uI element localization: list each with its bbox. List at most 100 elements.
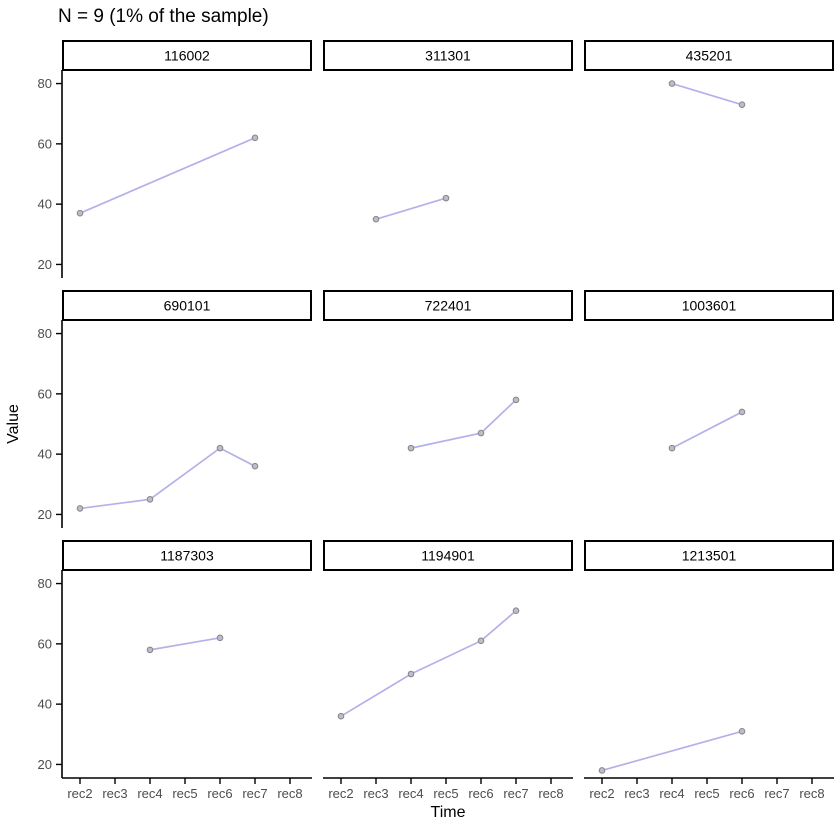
data-point: [76, 505, 84, 512]
x-tick-label: rec4: [398, 786, 423, 801]
y-tick-label: 80: [38, 576, 52, 591]
data-point: [598, 767, 606, 774]
data-point: [512, 607, 520, 614]
y-tick-label: 20: [38, 257, 52, 272]
x-tick-label: rec6: [207, 786, 232, 801]
data-point: [337, 712, 345, 720]
facet-panel-435201: 435201: [584, 40, 834, 108]
x-tick-label: rec4: [659, 786, 684, 801]
x-tick-label: rec8: [277, 786, 302, 801]
facet-strip-label: 722401: [425, 298, 472, 314]
facet-panel-722401: 722401: [323, 290, 573, 452]
data-point: [251, 462, 259, 470]
facet-panel-690101: 690101: [62, 290, 312, 512]
data-point: [668, 444, 676, 452]
facet-strip-label: 1213501: [682, 548, 737, 564]
facet-strip-label: 116002: [164, 48, 210, 64]
series-line: [149, 636, 221, 651]
x-tick-label: rec3: [363, 786, 388, 801]
data-point: [407, 444, 415, 452]
y-axis-row-1: 20 40 60 80: [38, 320, 63, 528]
facet-strip: [62, 540, 312, 571]
data-point: [738, 101, 746, 108]
series-line: [340, 610, 517, 717]
x-tick-label: rec8: [799, 786, 824, 801]
series-line: [410, 399, 517, 449]
data-point: [512, 396, 520, 404]
x-tick-label: rec3: [102, 786, 127, 801]
x-tick-label: rec5: [172, 786, 197, 801]
facet-strip: [323, 40, 573, 71]
y-tick-label: 60: [38, 386, 52, 401]
series-line: [671, 82, 743, 106]
data-point: [146, 646, 154, 654]
data-point: [477, 429, 485, 437]
x-tick-label: rec2: [589, 786, 614, 801]
facet-strip: [62, 290, 312, 321]
series-line: [375, 197, 447, 221]
y-tick-label: 60: [38, 136, 52, 151]
facet-strip: [584, 290, 834, 321]
facet-panel-1003601: 1003601: [584, 290, 834, 452]
data-point: [251, 134, 259, 142]
x-tick-label: rec7: [764, 786, 789, 801]
data-point: [477, 637, 485, 645]
y-tick-label: 80: [38, 326, 52, 341]
x-tick-label: rec7: [242, 786, 267, 801]
y-tick-label: 60: [38, 636, 52, 651]
y-axis-row-0: 20 40 60 80: [38, 70, 63, 278]
facet-strip-label: 690101: [164, 298, 211, 314]
facet-panel-116002: 116002: [62, 40, 312, 217]
facet-strip: [323, 540, 573, 571]
y-axis-title: Value: [5, 404, 22, 444]
x-tick-label: rec3: [624, 786, 649, 801]
facet-panel-1194901: 1194901 rec2 rec3 rec4 rec5 rec6 rec7 rec8: [323, 540, 573, 801]
x-tick-label: rec8: [538, 786, 563, 801]
facet-strip: [584, 540, 834, 571]
data-point: [76, 209, 84, 217]
y-axis-row-2: 20 40 60 80: [38, 570, 63, 778]
data-point: [372, 215, 380, 223]
y-tick-label: 40: [38, 697, 52, 712]
chart-title: N = 9 (1% of the sample): [58, 6, 269, 27]
facet-strip: [323, 290, 573, 321]
y-tick-label: 20: [38, 507, 52, 522]
facet-strip: [584, 40, 834, 71]
x-tick-label: rec6: [468, 786, 493, 801]
facet-strip-label: 1187303: [160, 548, 214, 564]
data-point: [668, 80, 676, 87]
facet-strip: [62, 40, 312, 71]
y-tick-label: 20: [38, 757, 52, 772]
series-line: [601, 730, 743, 772]
x-tick-label: rec4: [137, 786, 162, 801]
data-point: [216, 634, 224, 642]
x-tick-label: rec2: [67, 786, 92, 801]
x-tick-label: rec7: [503, 786, 528, 801]
data-point: [146, 496, 154, 503]
series-line: [671, 411, 743, 449]
facet-strip-label: 1003601: [682, 298, 737, 314]
facet-strip-label: 1194901: [421, 548, 475, 564]
x-tick-label: rec6: [729, 786, 754, 801]
x-axis-title: Time: [430, 804, 466, 821]
data-point: [442, 194, 450, 202]
facet-strip-label: 435201: [686, 48, 733, 64]
y-tick-label: 80: [38, 76, 52, 91]
facet-panel-1187303: 1187303 rec2 rec3 rec4 rec5 rec6 rec7 rec8: [62, 540, 312, 801]
x-tick-label: rec5: [694, 786, 719, 801]
data-point: [738, 727, 746, 735]
x-tick-label: rec2: [328, 786, 353, 801]
y-tick-label: 40: [38, 447, 52, 462]
data-point: [738, 408, 746, 416]
data-point: [407, 670, 415, 678]
y-tick-label: 40: [38, 197, 52, 212]
series-line: [79, 447, 256, 510]
data-point: [216, 444, 224, 452]
series-line: [79, 137, 256, 214]
facet-panel-311301: 311301: [323, 40, 573, 223]
x-tick-label: rec5: [433, 786, 458, 801]
facet-panel-1213501: 1213501 rec2 rec3 rec4 rec5 rec6 rec7 rec8: [584, 540, 834, 801]
facet-strip-label: 311301: [425, 48, 471, 64]
